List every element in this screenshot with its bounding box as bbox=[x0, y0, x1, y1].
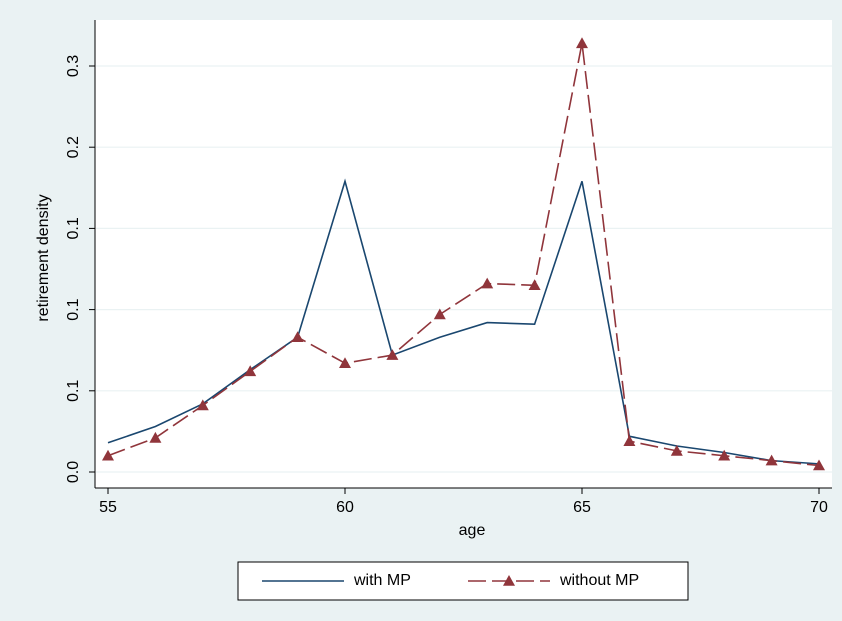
marker bbox=[481, 277, 494, 289]
marker bbox=[386, 349, 399, 360]
marker bbox=[623, 435, 636, 446]
legend-label: without MP bbox=[559, 572, 639, 589]
y-tick-label: 0.1 bbox=[65, 380, 82, 402]
marker bbox=[433, 308, 446, 320]
marker bbox=[244, 365, 257, 377]
y-tick-label: 0.0 bbox=[65, 461, 82, 483]
x-axis-title: age bbox=[459, 522, 486, 539]
x-tick-label: 65 bbox=[573, 499, 591, 516]
marker bbox=[102, 449, 114, 461]
plot-area bbox=[95, 20, 832, 488]
x-tick-label: 60 bbox=[336, 499, 354, 516]
marker bbox=[670, 444, 683, 456]
marker bbox=[528, 279, 541, 291]
marker bbox=[576, 37, 588, 49]
x-tick-label: 70 bbox=[810, 499, 828, 516]
series-line bbox=[107, 178, 820, 465]
legend-label: with MP bbox=[353, 572, 411, 589]
y-axis-title: retirement density bbox=[35, 194, 52, 321]
y-tick-label: 0.2 bbox=[65, 136, 82, 158]
marker bbox=[196, 399, 209, 411]
series-line bbox=[107, 43, 820, 467]
y-tick-label: 0.3 bbox=[65, 55, 82, 77]
x-tick-label: 55 bbox=[99, 499, 117, 516]
marker bbox=[339, 357, 351, 368]
y-tick-label: 0.1 bbox=[65, 298, 82, 320]
marker bbox=[765, 454, 778, 466]
marker bbox=[291, 331, 304, 343]
marker bbox=[718, 449, 731, 461]
y-tick-label: 0.1 bbox=[65, 217, 82, 239]
legend-marker bbox=[503, 575, 515, 586]
marker bbox=[813, 459, 825, 471]
marker bbox=[149, 431, 162, 443]
